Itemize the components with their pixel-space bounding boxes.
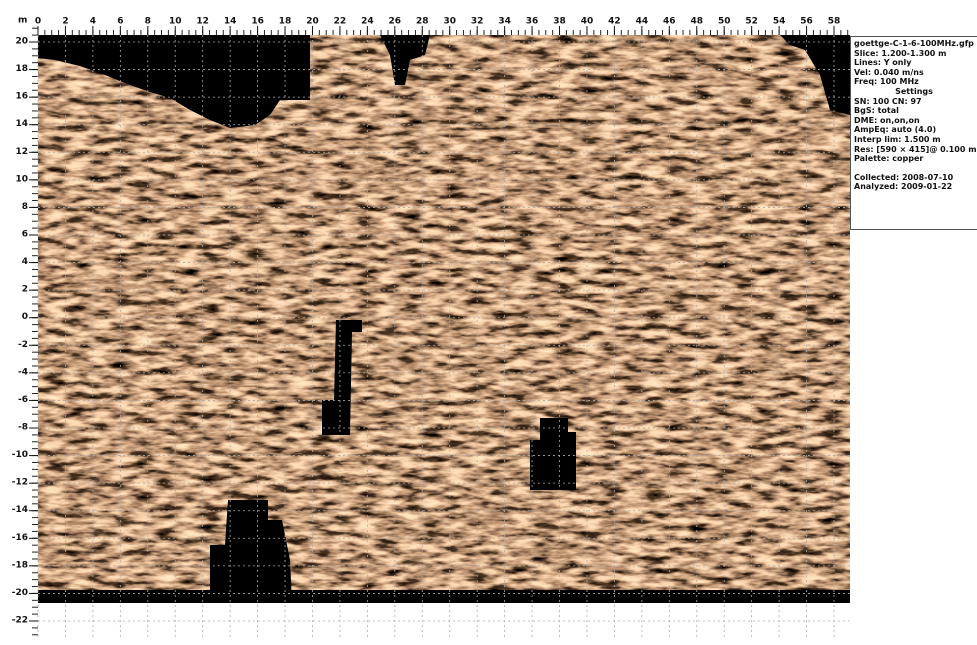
y-tick-label: -4 <box>18 367 28 377</box>
y-tick-label: 4 <box>22 257 28 267</box>
x-tick-label: 42 <box>608 17 621 27</box>
x-tick-label: 14 <box>224 17 237 27</box>
x-tick-label: 26 <box>389 17 402 27</box>
x-tick-label: 6 <box>117 17 123 27</box>
info-line: Res: [590 × 415]@ 0.100 m <box>854 145 974 155</box>
y-tick-label: 6 <box>22 230 28 240</box>
x-tick-label: 18 <box>279 17 292 27</box>
y-tick-label: -2 <box>18 340 28 350</box>
y-tick-label: 20 <box>15 37 28 47</box>
info-line: AmpEq: auto (4.0) <box>854 125 974 135</box>
page: 0246810121416182022242628303234363840424… <box>0 0 977 645</box>
info-line: Analyzed: 2009-01-22 <box>854 182 974 192</box>
y-tick-label: 10 <box>15 174 28 184</box>
x-tick-label: 50 <box>718 17 731 27</box>
y-tick-label: -14 <box>12 505 28 515</box>
x-tick-label: 36 <box>526 17 539 27</box>
y-tick-label: -10 <box>12 450 28 460</box>
x-tick-label: 38 <box>553 17 566 27</box>
y-tick-label: 8 <box>22 202 28 212</box>
x-tick-label: 58 <box>828 17 841 27</box>
y-tick-label: 12 <box>15 147 28 157</box>
y-tick-label: -22 <box>12 616 28 626</box>
x-tick-label: 8 <box>145 17 151 27</box>
x-tick-label: 56 <box>800 17 813 27</box>
y-tick-label: -8 <box>18 423 28 433</box>
info-panel: goettge-C-1-6-100MHz.gfp Slice: 1.200-1.… <box>850 36 977 230</box>
y-tick-label: 2 <box>22 285 28 295</box>
settings-title: Settings <box>854 87 974 97</box>
x-tick-label: 32 <box>471 17 484 27</box>
x-tick-label: 24 <box>361 17 374 27</box>
y-tick-label: -12 <box>12 478 28 488</box>
x-tick-label: 46 <box>663 17 676 27</box>
x-tick-label: 52 <box>745 17 758 27</box>
slice-image <box>38 35 850 603</box>
x-tick-label: 2 <box>62 17 68 27</box>
info-line: Vel: 0.040 m/ns <box>854 68 974 78</box>
axis-unit: m <box>18 16 27 26</box>
y-tick-label: 18 <box>15 64 28 74</box>
x-tick-label: 4 <box>90 17 96 27</box>
x-tick-label: 12 <box>196 17 209 27</box>
x-tick-label: 30 <box>443 17 456 27</box>
x-tick-label: 10 <box>169 17 182 27</box>
x-tick-label: 40 <box>581 17 594 27</box>
y-tick-label: 14 <box>15 119 28 129</box>
x-tick-label: 16 <box>251 17 264 27</box>
info-line: DME: on,on,on <box>854 116 974 126</box>
x-tick-label: 22 <box>334 17 347 27</box>
info-line: BgS: total <box>854 106 974 116</box>
x-tick-label: 28 <box>416 17 429 27</box>
info-line: Interp lim: 1.500 m <box>854 135 974 145</box>
x-tick-label: 34 <box>498 17 511 27</box>
x-tick-label: 20 <box>306 17 319 27</box>
file-name: goettge-C-1-6-100MHz.gfp <box>854 39 974 49</box>
info-line: Freq: 100 MHz <box>854 77 974 87</box>
y-tick-label: -6 <box>18 395 28 405</box>
y-tick-label: -20 <box>12 588 28 598</box>
info-line: SN: 100 CN: 97 <box>854 97 974 107</box>
y-tick-label: 16 <box>15 92 28 102</box>
x-tick-label: 44 <box>636 17 649 27</box>
y-tick-label: -16 <box>12 533 28 543</box>
y-tick-label: -18 <box>12 560 28 570</box>
gpr-slice-plot: 0246810121416182022242628303234363840424… <box>0 0 977 645</box>
x-tick-label: 54 <box>773 17 786 27</box>
y-tick-label: 0 <box>22 312 28 322</box>
x-tick-label: 48 <box>690 17 703 27</box>
info-line: Slice: 1.200-1.300 m <box>854 49 974 59</box>
info-line: Lines: Y only <box>854 58 974 68</box>
info-line: Palette: copper <box>854 154 974 164</box>
info-line: Collected: 2008-07-10 <box>854 173 974 183</box>
x-tick-label: 0 <box>35 17 41 27</box>
